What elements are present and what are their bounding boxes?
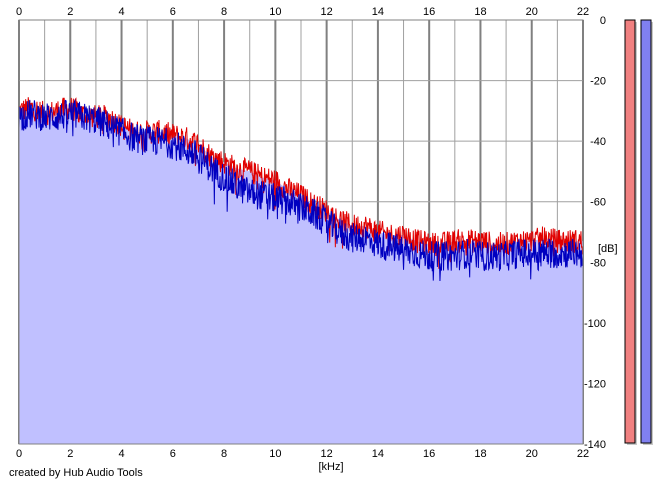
series-line-2 bbox=[18, 98, 584, 281]
y-axis-label: [dB] bbox=[598, 243, 618, 255]
x-tick-label-top: 20 bbox=[526, 6, 538, 18]
spectrum-area-fill bbox=[19, 107, 583, 444]
y-tick-label: -80 bbox=[590, 257, 606, 269]
y-tick-label: -20 bbox=[590, 76, 606, 88]
x-ticks-bottom: 0 2 4 6 8 10 12 14 16 18 20 22 bbox=[16, 448, 589, 460]
x-tick-label-top: 10 bbox=[269, 6, 281, 18]
x-tick-label-bottom: 4 bbox=[118, 448, 124, 460]
x-ticks-top: 0 2 4 6 8 10 12 14 16 18 20 22 bbox=[16, 6, 589, 18]
y-tick-label: 0 bbox=[600, 15, 606, 27]
x-tick-label-top: 22 bbox=[577, 6, 589, 18]
x-tick-label-bottom: 0 bbox=[16, 448, 22, 460]
x-tick-label-top: 12 bbox=[321, 6, 333, 18]
x-tick-label-top: 6 bbox=[170, 6, 176, 18]
x-axis-label: [kHz] bbox=[318, 461, 343, 473]
x-tick-label-bottom: 8 bbox=[221, 448, 227, 460]
x-tick-label-top: 16 bbox=[423, 6, 435, 18]
x-tick-label-bottom: 12 bbox=[321, 448, 333, 460]
y-tick-label: -100 bbox=[584, 318, 606, 330]
caption-text: created by Hub Audio Tools bbox=[9, 467, 143, 479]
x-tick-label-bottom: 18 bbox=[474, 448, 486, 460]
x-tick-label-bottom: 14 bbox=[372, 448, 384, 460]
series-group bbox=[18, 97, 584, 281]
x-tick-label-top: 18 bbox=[474, 6, 486, 18]
x-tick-label-top: 2 bbox=[67, 6, 73, 18]
y-tick-label: -40 bbox=[590, 136, 606, 148]
x-tick-label-bottom: 20 bbox=[526, 448, 538, 460]
x-tick-label-bottom: 6 bbox=[170, 448, 176, 460]
y-ticks: 0 -20 -40 -60 -80 -100 -120 -140 bbox=[584, 15, 606, 451]
y-tick-label: -140 bbox=[584, 439, 606, 451]
y-tick-label: -60 bbox=[590, 197, 606, 209]
x-tick-label-top: 4 bbox=[118, 6, 124, 18]
x-tick-label-top: 14 bbox=[372, 6, 384, 18]
x-tick-label-bottom: 16 bbox=[423, 448, 435, 460]
level-meter-2 bbox=[640, 19, 652, 444]
x-tick-label-bottom: 2 bbox=[67, 448, 73, 460]
y-tick-label: -120 bbox=[584, 378, 606, 390]
plot-frame bbox=[18, 19, 584, 445]
x-tick-label-bottom: 22 bbox=[577, 448, 589, 460]
level-meter-1 bbox=[624, 19, 636, 444]
x-tick-label-bottom: 10 bbox=[269, 448, 281, 460]
x-tick-label-top: 0 bbox=[16, 6, 22, 18]
x-tick-label-top: 8 bbox=[221, 6, 227, 18]
level-meters bbox=[624, 19, 653, 445]
